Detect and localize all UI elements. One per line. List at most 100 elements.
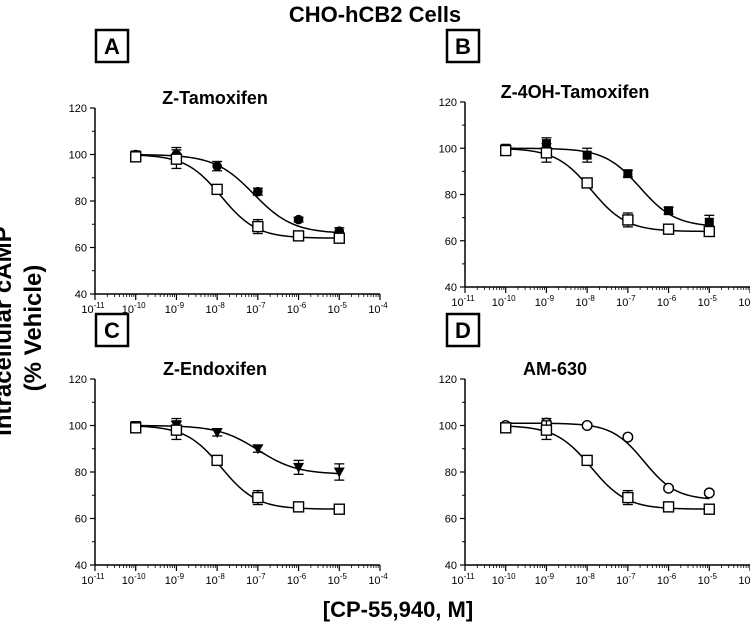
y-tick-label: 40 [445,560,457,572]
panels: A Z-Tamoxifen 40 60 80 100 120 10-11 10-10 10-9 10… [69,28,750,587]
y-tick-label: 100 [69,421,87,433]
panel-title: Z-Endoxifen [163,359,267,379]
y-tick-label: 120 [439,97,457,109]
x-tick-label: 10-9 [165,572,185,587]
panel-label-box [94,312,130,348]
panel-b: B Z-4OH-Tamoxifen 40 60 80 100 120 10-11 10-10 10… [439,28,750,309]
x-axis-label: [CP-55,940, M] [323,597,473,622]
data-point [581,420,593,432]
panel-c: C Z-Endoxifen 40 60 80 100 120 10-11 10-10 10-9 10… [69,312,388,587]
x-tick-label: 10-8 [205,301,225,316]
x-tick-label: 10-9 [535,294,555,309]
x-tick-label: 10-6 [657,294,677,309]
fit-curve [135,424,340,475]
x-tick-label: 10-7 [616,572,636,587]
y-tick-label: 80 [445,467,457,479]
data-point [663,482,675,494]
fit-curve [505,148,710,233]
data-point [333,232,345,244]
fit-curve [135,153,340,234]
data-point [292,501,305,513]
x-tick-label: 10-10 [492,572,516,587]
x-tick-label: 10-11 [451,294,475,309]
x-tick-label: 10-10 [492,294,516,309]
data-point [540,147,553,159]
data-point [333,467,345,478]
y-tick-label: 60 [445,514,457,526]
y-tick-label: 120 [439,374,457,386]
y-tick-label: 80 [75,467,87,479]
data-point [252,220,264,233]
x-tick-label: 10-9 [535,572,555,587]
x-tick-label: 10-7 [246,572,266,587]
data-point [704,217,714,227]
x-tick-label: 10-5 [328,572,348,587]
data-point [622,214,634,226]
panel-title: Z-Tamoxifen [162,88,268,108]
series-square-open [500,420,715,515]
x-tick-label: 10-6 [287,301,307,316]
data-point [252,444,264,455]
data-point [664,206,674,216]
x-tick-label: 10-6 [287,572,307,587]
x-tick-label: 10-9 [165,301,185,316]
panel-label: D [455,318,471,343]
y-tick-label: 120 [69,374,87,386]
data-point [662,501,675,513]
y-tick-label: 100 [439,421,457,433]
x-tick-label: 10-4 [738,294,750,309]
data-point [293,462,305,473]
x-tick-label: 10-5 [698,572,718,587]
data-point [622,491,634,504]
panel-label-box [445,28,481,64]
data-point [211,427,223,438]
x-tick-label: 10-4 [368,301,388,316]
figure-title: CHO-hCB2 Cells [289,2,461,27]
x-tick-label: 10-7 [616,294,636,309]
data-point [582,150,592,160]
data-point [170,153,183,165]
panel-label-box [94,28,130,64]
data-point [500,144,512,157]
x-tick-label: 10-10 [122,572,146,587]
fit-curve [505,147,710,227]
data-point [293,214,304,225]
x-tick-label: 10-8 [205,572,225,587]
fit-curve [135,154,340,239]
data-point [581,177,593,189]
series-square-open [130,420,345,515]
y-tick-label: 40 [75,560,87,572]
series-circle-open [500,417,715,500]
y-axis-label: Intracellular cAMP (% Vehicle) [0,220,47,436]
panel-label: B [455,34,471,59]
x-tick-label: 10-4 [368,572,388,587]
x-tick-label: 10-6 [657,572,677,587]
data-point [703,503,715,515]
data-point [212,161,222,171]
y-axis-label-line2: (% Vehicle) [20,265,47,392]
data-point [253,186,263,197]
y-tick-label: 60 [75,243,87,255]
data-point [703,487,715,499]
y-tick-label: 120 [69,103,87,115]
data-point [540,424,553,436]
series-circle-filled [130,146,345,237]
y-tick-label: 80 [445,190,457,202]
y-tick-label: 60 [445,236,457,248]
data-point [211,183,223,196]
x-tick-label: 10-5 [328,301,348,316]
panel-label: C [104,318,120,343]
data-point [211,454,223,467]
y-tick-label: 40 [445,282,457,294]
series-square-open [130,149,345,244]
panel-d: D AM-630 40 60 80 100 120 10-11 10-10 10-9 10-8 10-… [439,312,750,587]
data-point [130,151,142,163]
fit-curve [505,425,710,510]
data-point [581,454,593,467]
data-point [500,422,512,434]
data-point [130,422,142,434]
x-tick-label: 10-11 [81,572,105,587]
data-point [623,169,633,179]
y-tick-label: 100 [69,150,87,162]
